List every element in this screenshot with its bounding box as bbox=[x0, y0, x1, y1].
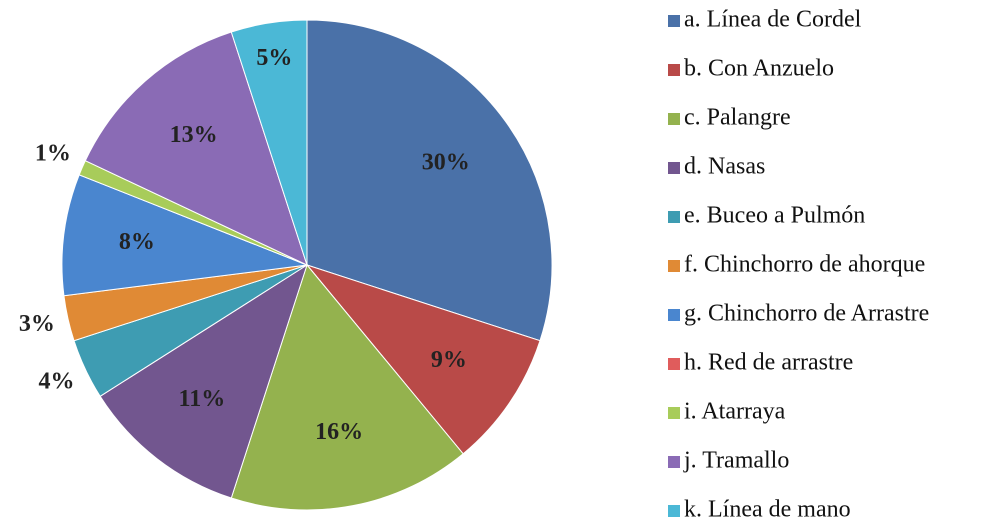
legend-label: j. Tramallo bbox=[683, 448, 789, 474]
legend-label: g. Chinchorro de Arrastre bbox=[684, 301, 929, 327]
data-label: 13% bbox=[170, 122, 218, 148]
legend-swatch bbox=[668, 309, 680, 321]
legend-label: f. Chinchorro de ahorque bbox=[684, 252, 925, 278]
legend-label: i. Atarraya bbox=[684, 399, 786, 425]
legend-label: b. Con Anzuelo bbox=[684, 56, 834, 82]
legend-label: a. Línea de Cordel bbox=[684, 7, 862, 33]
legend-swatch bbox=[668, 358, 680, 370]
legend-label: d. Nasas bbox=[684, 154, 765, 180]
pie-slice bbox=[84, 31, 308, 266]
data-label: 11% bbox=[179, 386, 226, 412]
data-label: 16% bbox=[315, 419, 363, 445]
legend-label: e. Buceo a Pulmón bbox=[684, 203, 865, 229]
data-label: 30% bbox=[422, 150, 470, 176]
legend-label: h. Red de arrastre bbox=[684, 350, 853, 376]
legend-swatch bbox=[668, 407, 680, 419]
data-label: 8% bbox=[119, 229, 155, 255]
pie-slice bbox=[230, 19, 308, 266]
legend-swatch bbox=[668, 15, 680, 27]
data-label: 1% bbox=[35, 141, 71, 167]
pie-slice bbox=[305, 263, 541, 455]
legend-swatch bbox=[668, 505, 680, 517]
legend-label: c. Palangre bbox=[684, 105, 791, 131]
legend-swatch bbox=[668, 64, 680, 76]
data-label: 9% bbox=[431, 347, 467, 373]
legend-swatch bbox=[668, 211, 680, 223]
legend-swatch bbox=[668, 260, 680, 272]
pie-slice bbox=[61, 174, 308, 297]
data-label: 5% bbox=[256, 45, 292, 71]
legend-swatch bbox=[668, 456, 680, 468]
legend-swatch bbox=[668, 113, 680, 125]
pie-slice bbox=[230, 263, 464, 511]
data-label: 4% bbox=[38, 368, 74, 394]
pie-slice bbox=[306, 19, 553, 342]
legend-label: k. Línea de mano bbox=[684, 497, 851, 523]
data-label: 3% bbox=[19, 311, 55, 337]
legend-swatch bbox=[668, 162, 680, 174]
pie-slice bbox=[99, 263, 308, 499]
